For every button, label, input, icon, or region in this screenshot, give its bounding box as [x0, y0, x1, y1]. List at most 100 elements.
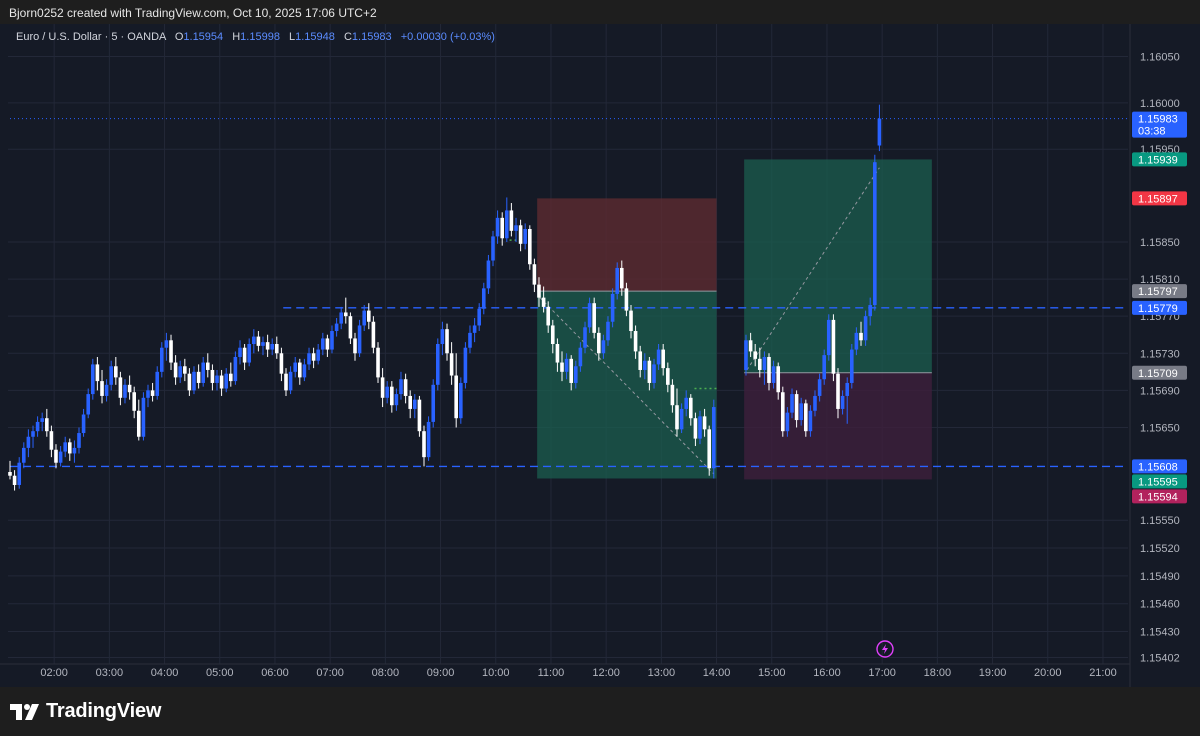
- candle-body: [270, 344, 274, 350]
- candle-body: [426, 421, 431, 458]
- candle-body: [790, 394, 794, 413]
- candle-body: [762, 356, 767, 370]
- candle-body: [81, 414, 86, 434]
- candles[interactable]: [8, 104, 882, 491]
- candle-body: [831, 319, 836, 374]
- candle-body: [26, 436, 31, 448]
- candle-body: [132, 392, 136, 411]
- candle-body: [693, 418, 698, 439]
- close-value: 1.15983: [351, 31, 392, 43]
- candle-body: [528, 228, 532, 265]
- candle-body: [836, 373, 840, 409]
- candle-body: [505, 210, 509, 239]
- candle-body: [863, 316, 868, 341]
- y-tick-label: 1.15520: [1140, 543, 1180, 555]
- candle-body: [104, 384, 109, 396]
- candle-body: [744, 340, 748, 370]
- candle-body: [804, 403, 808, 432]
- candle-body: [850, 349, 854, 383]
- candle-body: [468, 332, 472, 348]
- candle-body: [675, 405, 679, 430]
- candle-body: [127, 384, 132, 393]
- candle-body: [781, 392, 785, 432]
- candle-body: [196, 371, 201, 383]
- candle-body: [146, 390, 150, 398]
- candle-body: [63, 442, 67, 452]
- price-label-box: [1132, 111, 1187, 138]
- candle-body: [178, 366, 182, 378]
- x-tick-label: 02:00: [40, 667, 68, 679]
- candle-body: [367, 310, 371, 322]
- candle-body: [12, 475, 17, 485]
- candle-body: [77, 433, 81, 448]
- price-label-box: [1132, 365, 1187, 380]
- candle-body: [284, 373, 288, 391]
- price-label-text: 1.15608: [1138, 461, 1178, 473]
- alert-bolt-icon[interactable]: [876, 640, 894, 658]
- chart-panel[interactable]: 1.16050 1.16000 1.15950 1.15850 1.15810 1.157…: [0, 24, 1200, 687]
- candle-body: [224, 373, 229, 389]
- candle-body: [95, 364, 100, 382]
- candle-body: [164, 340, 169, 348]
- y-tick-label: 1.15850: [1140, 237, 1180, 249]
- candle-body: [403, 379, 408, 396]
- candle-body: [771, 366, 776, 383]
- candle-body: [118, 377, 123, 398]
- short-path-line: [539, 297, 715, 475]
- price-label-box: [1132, 489, 1187, 504]
- candle-body: [252, 336, 256, 344]
- y-tick-label: 1.16050: [1140, 51, 1180, 63]
- candle-body: [877, 118, 882, 146]
- candle-body: [840, 395, 845, 409]
- candle-body: [256, 336, 261, 346]
- candle-body: [574, 366, 578, 383]
- brand-name: TradingView: [46, 700, 162, 722]
- candle-body: [192, 371, 196, 391]
- candle-body: [238, 347, 242, 357]
- candle-body: [495, 217, 500, 237]
- candle-body: [417, 399, 422, 432]
- candle-body: [233, 356, 238, 382]
- candle-body: [702, 416, 707, 430]
- candle-body: [449, 353, 454, 376]
- candle-body: [371, 321, 376, 348]
- candle-body: [169, 340, 173, 363]
- candle-body: [49, 431, 54, 450]
- candle-body: [537, 284, 541, 298]
- candle-body: [408, 395, 412, 409]
- x-tick-label: 19:00: [979, 667, 1007, 679]
- candle-body: [114, 366, 118, 378]
- candle-body: [606, 321, 610, 341]
- candle-body: [45, 418, 49, 432]
- x-tick-label: 18:00: [924, 667, 952, 679]
- candle-body: [518, 225, 523, 244]
- candle-body: [799, 403, 803, 421]
- candle-body: [242, 347, 247, 363]
- candle-body: [454, 375, 458, 419]
- brand[interactable]: TradingView: [10, 700, 161, 723]
- long-target-zone: [744, 159, 932, 373]
- candle-body: [679, 408, 684, 430]
- candle-body: [58, 451, 63, 463]
- candle-body: [173, 362, 178, 378]
- price-chart[interactable]: 1.160501.160001.159501.158501.158101.157…: [0, 24, 1200, 687]
- axes: 1.160501.160001.159501.158501.158101.157…: [0, 24, 1180, 687]
- candle-body: [376, 347, 380, 378]
- position-zones[interactable]: [537, 159, 932, 480]
- candle-body: [436, 344, 440, 385]
- candle-body: [380, 377, 385, 398]
- y-tick-label: 1.15690: [1140, 385, 1180, 397]
- candle-body: [615, 267, 619, 294]
- candle-body: [684, 397, 688, 409]
- y-tick-label: 1.15402: [1140, 653, 1180, 665]
- open-value: 1.15954: [183, 31, 224, 43]
- y-tick-label: 1.15810: [1140, 274, 1180, 286]
- candle-body: [688, 397, 693, 419]
- y-tick-label: 1.15730: [1140, 348, 1180, 360]
- price-label-text: 1.15897: [1138, 193, 1178, 205]
- candle-body: [826, 319, 831, 356]
- candle-body: [808, 410, 813, 432]
- candle-body: [583, 327, 587, 348]
- candle-body: [610, 293, 615, 322]
